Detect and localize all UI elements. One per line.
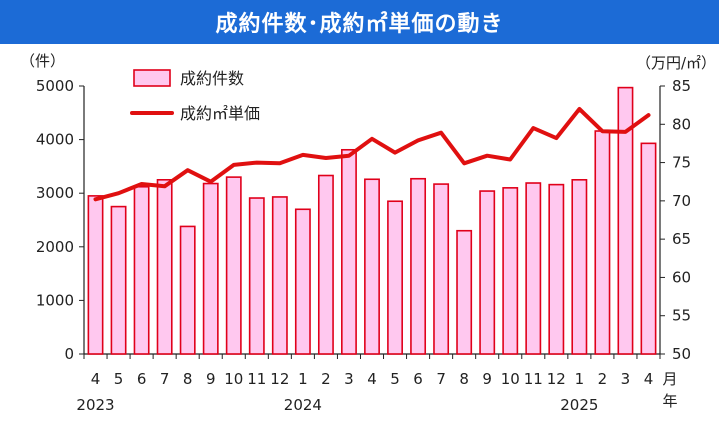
year-label: 2025 [560, 396, 598, 414]
title-banner: 成約件数･成約㎡単価の動き [0, 0, 719, 44]
month-suffix-label: 月 [662, 370, 677, 388]
x-tick-label: 3 [344, 370, 354, 388]
right-tick-label: 85 [672, 77, 691, 95]
bar [156, 179, 173, 355]
bar [456, 229, 473, 355]
left-tick-label: 4000 [36, 131, 74, 149]
bar [225, 176, 242, 355]
legend-line-label: 成約㎡単価 [180, 104, 260, 123]
bar [387, 200, 403, 355]
x-tick-label: 7 [436, 370, 446, 388]
legend-bar-swatch [133, 69, 171, 87]
right-tick-label: 60 [672, 268, 691, 286]
x-tick-label: 4 [91, 370, 101, 388]
chart-title: 成約件数･成約㎡単価の動き [215, 12, 504, 37]
bar-series [87, 86, 657, 355]
right-tick-label: 55 [672, 307, 691, 325]
bar [179, 225, 196, 355]
bar [502, 187, 519, 355]
x-tick-label: 2 [321, 370, 331, 388]
bar [364, 178, 380, 355]
x-tick-label: 9 [206, 370, 216, 388]
x-tick-label: 11 [247, 370, 266, 388]
left-tick-label: 5000 [36, 77, 74, 95]
year-label: 2024 [284, 396, 322, 414]
left-tick-label: 2000 [36, 238, 74, 256]
left-tick-label: 3000 [36, 184, 74, 202]
line-series [93, 107, 651, 202]
year-label: 2023 [76, 396, 114, 414]
x-tick-label: 9 [482, 370, 492, 388]
bar [202, 182, 219, 355]
x-tick-label: 4 [367, 370, 377, 388]
legend-bar-label: 成約件数 [180, 69, 244, 88]
bar [87, 195, 104, 355]
bar [525, 182, 542, 355]
right-axis-unit: （万円/㎡） [636, 54, 716, 72]
x-tick-label: 8 [459, 370, 469, 388]
x-tick-label: 6 [137, 370, 147, 388]
bar [479, 190, 496, 355]
right-tick-label: 70 [672, 192, 691, 210]
bar [433, 183, 450, 355]
year-suffix-label: 年 [662, 392, 677, 410]
x-tick-label: 12 [270, 370, 289, 388]
x-tick-label: 10 [501, 370, 520, 388]
x-tick-label: 12 [547, 370, 566, 388]
x-tick-label: 6 [413, 370, 423, 388]
bar [594, 130, 611, 355]
x-tick-label: 4 [644, 370, 654, 388]
right-tick-label: 65 [672, 230, 691, 248]
bar [640, 142, 657, 355]
bar [617, 86, 634, 355]
bar [248, 197, 265, 355]
bar [271, 196, 288, 355]
bar [548, 183, 565, 355]
right-tick-label: 80 [672, 115, 691, 133]
right-tick-label: 75 [672, 154, 691, 172]
x-tick-label: 5 [390, 370, 400, 388]
x-tick-label: 11 [524, 370, 543, 388]
bar [294, 208, 311, 355]
bar [341, 148, 357, 355]
left-tick-label: 1000 [36, 291, 74, 309]
bar [110, 205, 127, 355]
x-tick-label: 1 [575, 370, 585, 388]
x-tick-label: 2 [598, 370, 608, 388]
x-tick-label: 3 [621, 370, 631, 388]
x-tick-label: 7 [160, 370, 170, 388]
right-tick-label: 50 [672, 345, 691, 363]
bar [317, 174, 334, 355]
left-tick-label: 0 [64, 345, 74, 363]
x-tick-label: 10 [224, 370, 243, 388]
bar [133, 185, 150, 355]
bar [410, 177, 427, 355]
left-axis-unit: （件） [20, 52, 65, 70]
bar [571, 179, 588, 355]
x-tick-label: 1 [298, 370, 308, 388]
x-tick-label: 8 [183, 370, 193, 388]
x-tick-label: 5 [114, 370, 124, 388]
